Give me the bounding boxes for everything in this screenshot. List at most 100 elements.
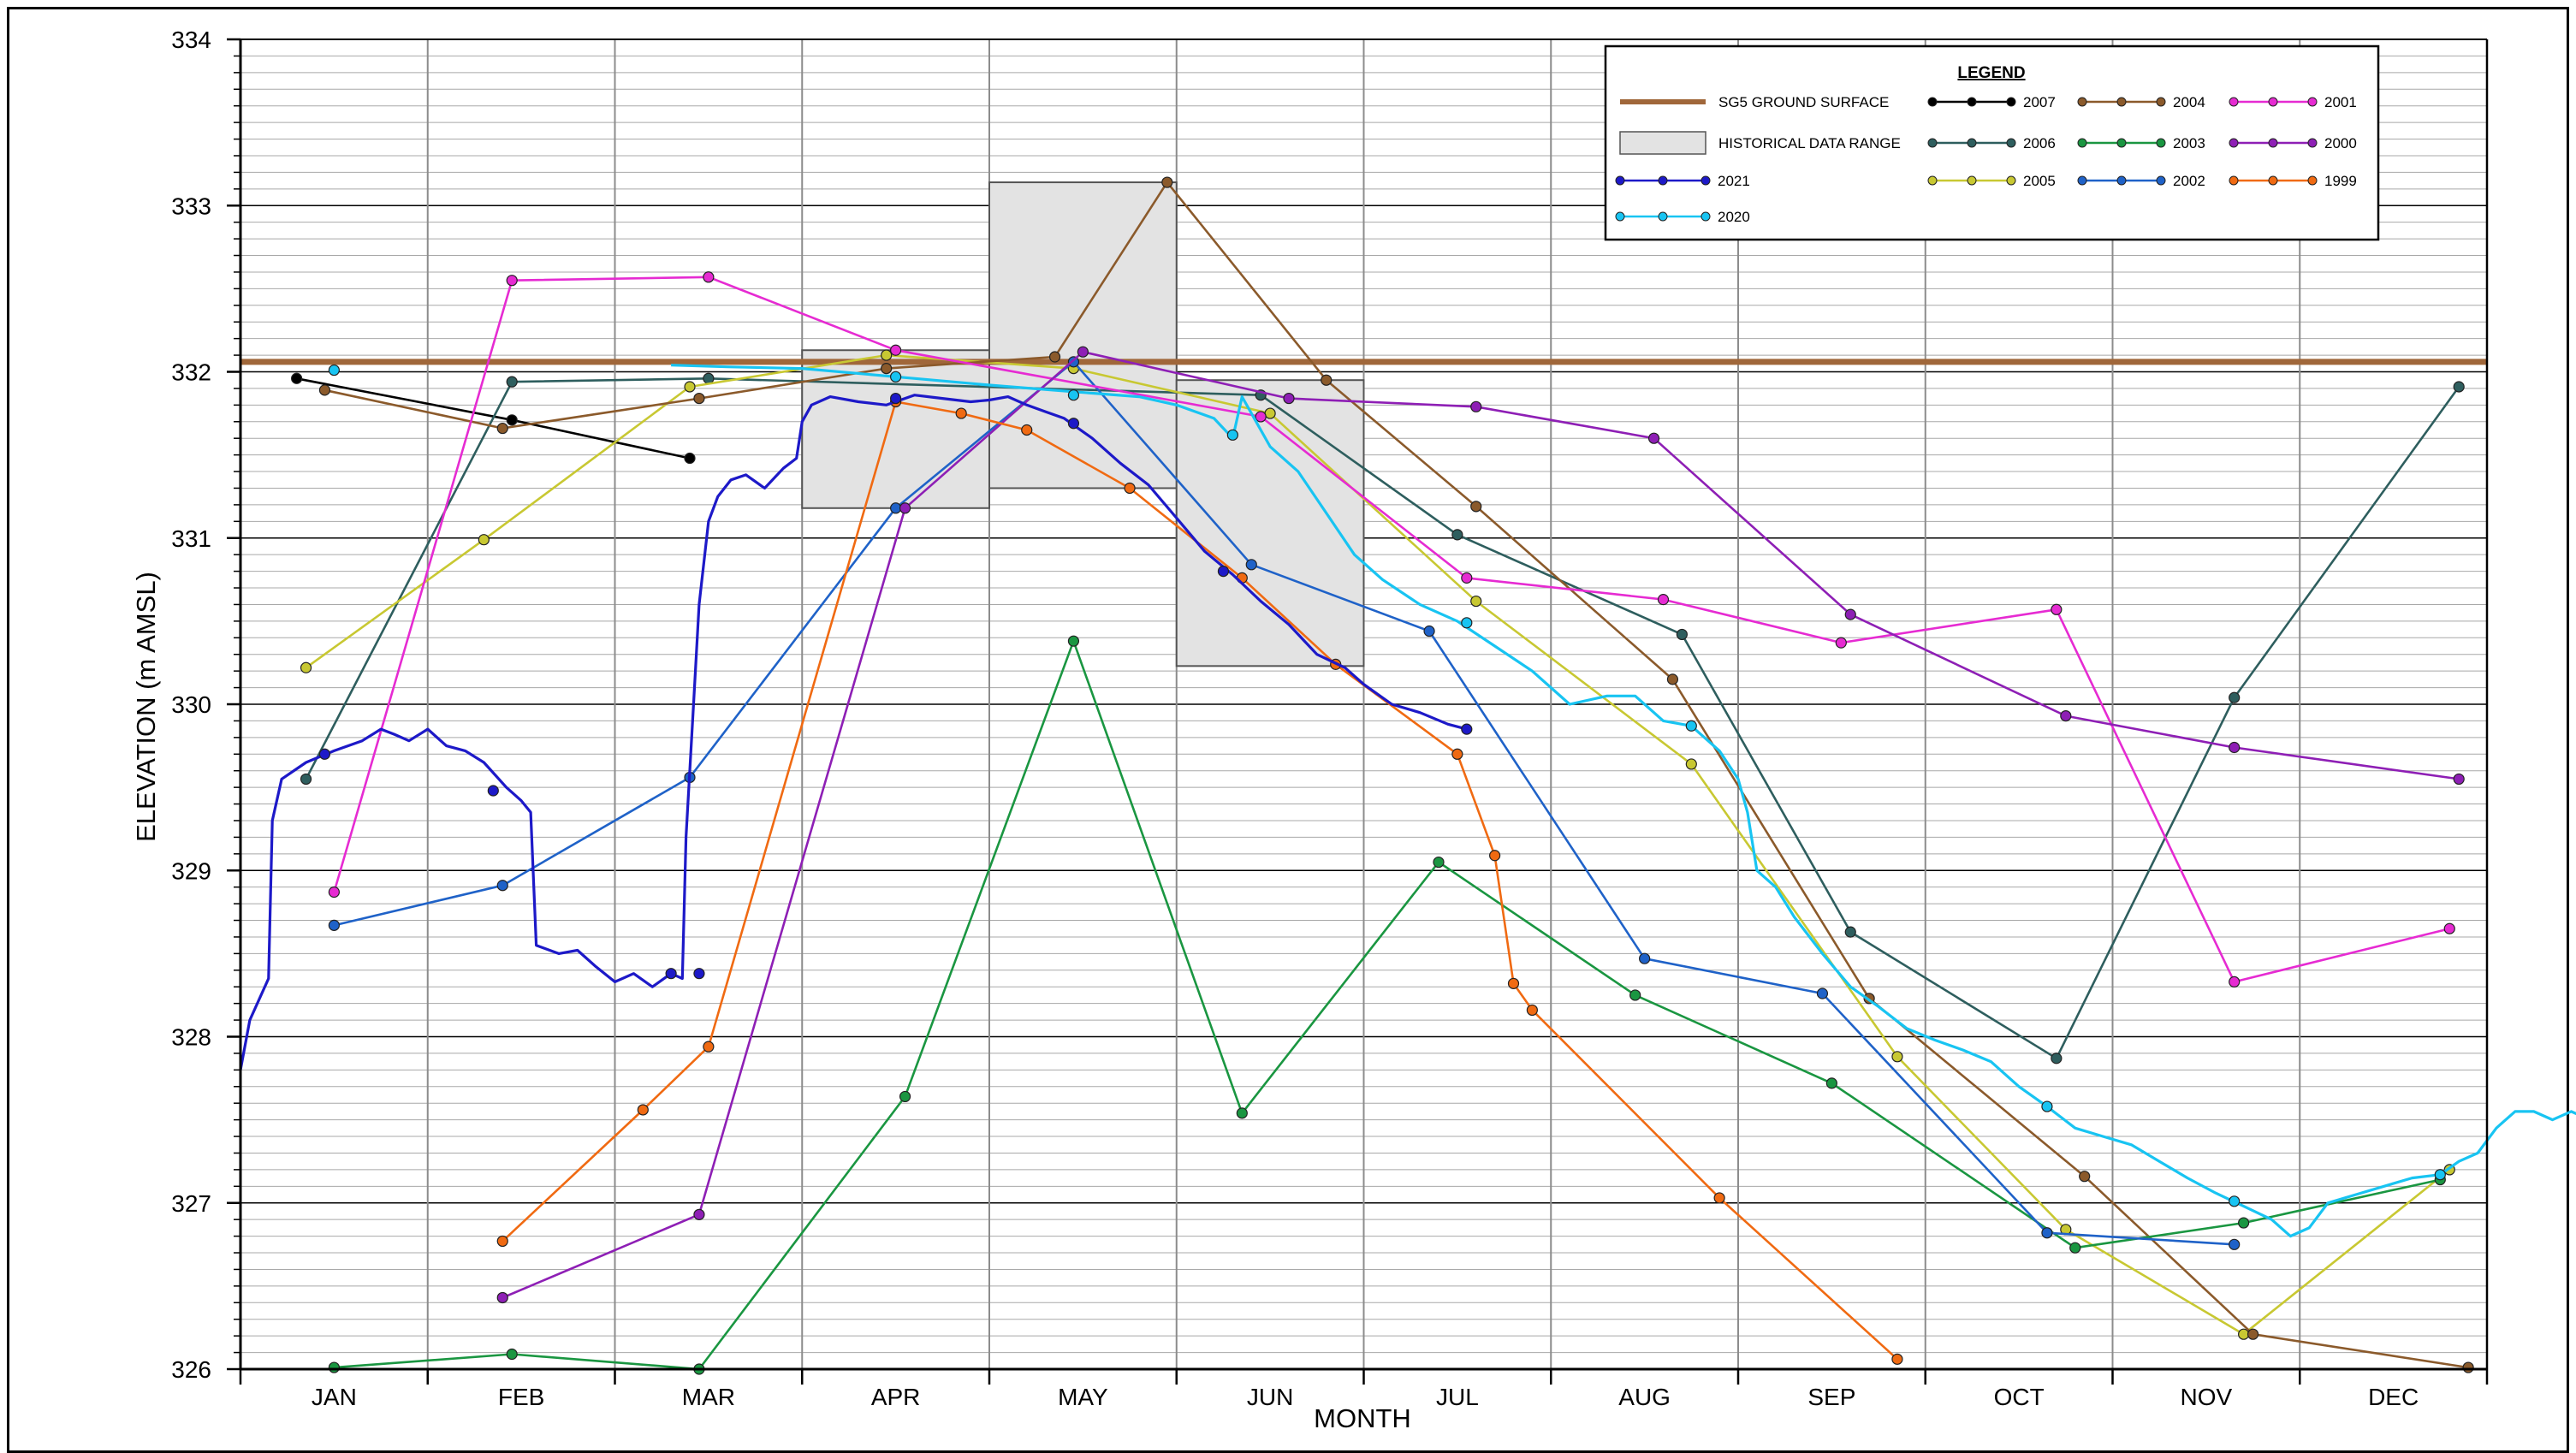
- legend-label-2001: 2001: [2324, 94, 2357, 110]
- data-point-2003: [1067, 635, 1080, 647]
- legend-marker-2006: [1927, 138, 1938, 148]
- data-point-2001: [1255, 411, 1267, 423]
- data-point-2021: [1461, 723, 1473, 735]
- data-point-2001: [2051, 603, 2063, 615]
- data-point-2020: [2229, 1195, 2241, 1207]
- data-point-2000: [2060, 709, 2072, 722]
- data-point-2000: [1844, 608, 1856, 620]
- data-point-2021: [1217, 565, 1230, 578]
- data-point-2007: [291, 372, 303, 384]
- data-point-1999: [496, 1235, 508, 1248]
- data-point-2001: [703, 271, 715, 283]
- data-point-2006: [506, 376, 518, 388]
- series-line-2003: [334, 639, 2441, 1371]
- data-point-2000: [2453, 773, 2465, 786]
- data-point-2003: [1236, 1107, 1248, 1119]
- legend-marker-2002: [2156, 175, 2166, 186]
- legend-label-historical-range: HISTORICAL DATA RANGE: [1718, 135, 1901, 151]
- x-tick-label: OCT: [1994, 1384, 2045, 1410]
- legend-marker-2020: [1701, 211, 1711, 222]
- data-point-2005: [1685, 758, 1697, 770]
- legend-label-2002: 2002: [2173, 173, 2205, 189]
- data-point-1999: [1124, 482, 1136, 495]
- data-point-2004: [1161, 176, 1173, 188]
- data-point-2005: [684, 381, 696, 393]
- legend-label-2000: 2000: [2324, 135, 2357, 151]
- data-point-2006: [1844, 926, 1856, 938]
- data-point-2004: [2462, 1361, 2474, 1373]
- data-point-1999: [1526, 1004, 1538, 1017]
- data-point-2003: [2069, 1242, 2081, 1254]
- data-point-2005: [2238, 1328, 2250, 1340]
- data-point-2000: [1077, 346, 1089, 358]
- data-point-2020: [1226, 429, 1238, 441]
- y-tick-label: 331: [171, 525, 211, 552]
- x-tick-label: SEP: [1807, 1384, 1855, 1410]
- legend-marker-2002: [2116, 175, 2127, 186]
- legend-marker-2007: [2006, 97, 2016, 107]
- data-point-2002: [890, 502, 902, 514]
- legend-marker-1999: [2268, 175, 2278, 186]
- legend-marker-2006: [2006, 138, 2016, 148]
- legend-label-2005: 2005: [2023, 173, 2056, 189]
- data-point-2001: [506, 275, 518, 287]
- data-point-2000: [899, 502, 911, 514]
- x-tick-label: NOV: [2181, 1384, 2233, 1410]
- historical-range-box: [988, 181, 1178, 489]
- data-point-2003: [506, 1348, 518, 1361]
- data-point-2002: [1639, 952, 1651, 964]
- x-tick-label: DEC: [2368, 1384, 2419, 1410]
- data-point-2004: [693, 392, 705, 405]
- series-lines: [239, 176, 2576, 1375]
- data-point-2004: [1666, 673, 1679, 685]
- legend-label-2003: 2003: [2173, 135, 2205, 151]
- legend-marker-2004: [2077, 97, 2087, 107]
- data-point-2005: [1264, 407, 1276, 419]
- legend-marker-2005: [2006, 175, 2016, 186]
- data-point-2003: [2238, 1217, 2250, 1229]
- series-line-2001: [333, 276, 2450, 983]
- data-point-2004: [2079, 1171, 2091, 1183]
- data-point-2007: [506, 414, 518, 426]
- data-point-2006: [2453, 381, 2465, 393]
- legend-marker-2021: [1615, 175, 1625, 186]
- data-point-2000: [693, 1208, 705, 1220]
- data-point-2020: [1067, 389, 1080, 401]
- data-point-2021: [487, 785, 499, 797]
- data-point-2002: [496, 880, 508, 892]
- data-point-2003: [1629, 989, 1641, 1001]
- data-point-2021: [890, 392, 902, 405]
- data-point-1999: [1451, 748, 1463, 760]
- data-point-2001: [2443, 922, 2455, 934]
- legend-label-2004: 2004: [2173, 94, 2205, 110]
- data-point-2021: [665, 968, 677, 980]
- data-point-2000: [2229, 741, 2241, 754]
- legend-marker-2007: [1927, 97, 1938, 107]
- data-point-2020: [2434, 1169, 2446, 1181]
- legend-marker-2002: [2077, 175, 2087, 186]
- data-point-2002: [1816, 987, 1829, 999]
- legend-marker-2020: [1658, 211, 1668, 222]
- y-tick-label: 328: [171, 1024, 211, 1051]
- legend-marker-1999: [2307, 175, 2318, 186]
- data-point-2000: [1283, 392, 1295, 405]
- data-point-2005: [881, 349, 893, 361]
- data-point-2021: [693, 968, 705, 980]
- x-tick-label: AUG: [1618, 1384, 1671, 1410]
- data-point-2020: [328, 364, 340, 377]
- legend-marker-2001: [2229, 97, 2239, 107]
- data-point-1999: [1891, 1353, 1903, 1365]
- series-line-2005: [305, 353, 2451, 1336]
- historical-range-boxes: [801, 181, 1365, 667]
- data-point-2002: [328, 919, 340, 931]
- legend-marker-2001: [2268, 97, 2278, 107]
- legend-title: LEGEND: [1957, 64, 2025, 82]
- x-tick-label: JUN: [1247, 1384, 1293, 1410]
- x-tick-label: JUL: [1436, 1384, 1479, 1410]
- axes: 326 327 328 329 330 331 332 333 334 JAN FEB MAR APR M…: [171, 27, 2489, 1410]
- data-point-2001: [1835, 637, 1847, 649]
- y-tick-label: 333: [171, 193, 211, 219]
- data-point-1999: [703, 1041, 715, 1053]
- legend-marker-2007: [1967, 97, 1977, 107]
- series-line-2020: [671, 364, 2576, 1238]
